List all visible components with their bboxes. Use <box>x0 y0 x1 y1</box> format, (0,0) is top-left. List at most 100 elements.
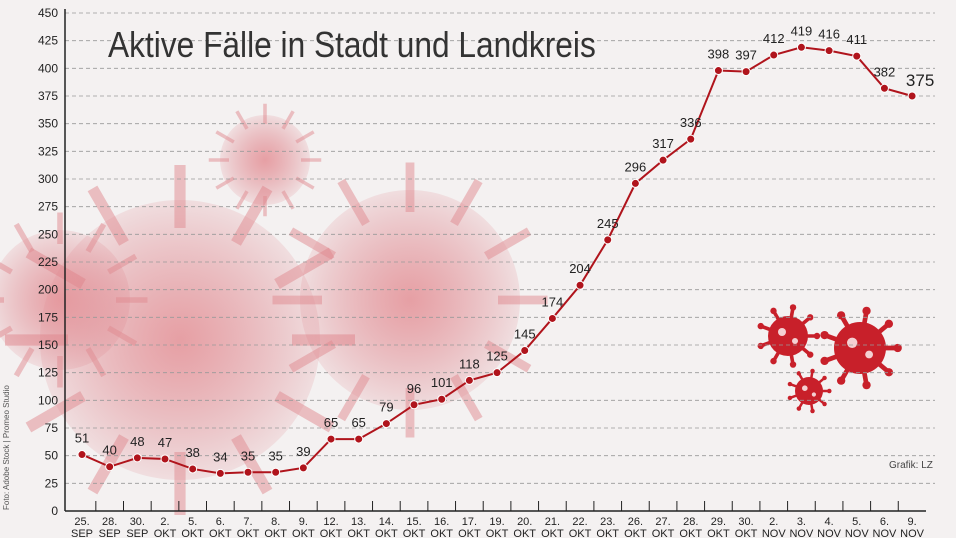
data-label: 397 <box>735 48 757 63</box>
x-tick-label: 9. OKT <box>292 516 315 538</box>
data-point <box>464 375 474 385</box>
y-tick-label: 275 <box>38 200 58 214</box>
data-label: 375 <box>906 71 934 90</box>
data-point <box>796 42 806 52</box>
virus-decoration-icon <box>272 162 548 438</box>
x-tick-label: 12. OKT <box>320 516 343 538</box>
x-tick-label: 13. OKT <box>347 516 370 538</box>
data-point <box>769 50 779 60</box>
x-tick-label: 3. NOV <box>789 516 814 538</box>
x-tick-label: 29. OKT <box>707 516 730 538</box>
y-tick-label: 100 <box>38 393 58 407</box>
data-point <box>271 467 281 477</box>
data-label: 48 <box>130 434 144 449</box>
data-point <box>630 178 640 188</box>
y-tick-label: 25 <box>45 476 59 490</box>
data-point <box>188 464 198 474</box>
data-label: 79 <box>379 400 393 415</box>
data-label: 419 <box>791 23 813 38</box>
data-label: 382 <box>874 64 896 79</box>
data-point <box>409 400 419 410</box>
data-label: 47 <box>158 435 172 450</box>
data-label: 245 <box>597 216 619 231</box>
data-point <box>105 462 115 472</box>
data-label: 65 <box>351 415 365 430</box>
virus-icon <box>787 368 832 414</box>
data-point <box>326 434 336 444</box>
data-label: 145 <box>514 327 536 342</box>
x-tick-label: 15. OKT <box>403 516 426 538</box>
data-label: 118 <box>459 356 480 371</box>
y-tick-label: 175 <box>38 310 58 324</box>
x-tick-label: 23. OKT <box>596 516 619 538</box>
data-label: 296 <box>625 159 647 174</box>
x-tick-label: 6. NOV <box>873 516 898 538</box>
y-tick-label: 325 <box>38 144 58 158</box>
data-point <box>575 280 585 290</box>
data-point <box>215 468 225 478</box>
data-point <box>879 83 889 93</box>
data-point <box>243 467 253 477</box>
data-label: 101 <box>431 375 453 390</box>
data-label: 317 <box>652 136 674 151</box>
data-point <box>381 419 391 429</box>
data-point <box>852 51 862 61</box>
data-point <box>437 394 447 404</box>
x-tick-label: 19. OKT <box>486 516 509 538</box>
x-tick-label: 14. OKT <box>375 516 398 538</box>
x-tick-label: 7. OKT <box>237 516 260 538</box>
y-tick-label: 75 <box>45 421 59 435</box>
data-point <box>713 66 723 76</box>
x-tick-label: 5. NOV <box>845 516 870 538</box>
x-tick-label: 28. OKT <box>679 516 702 538</box>
y-tick-label: 200 <box>38 283 58 297</box>
y-tick-label: 225 <box>38 255 58 269</box>
data-label: 96 <box>407 381 421 396</box>
data-label: 204 <box>569 261 591 276</box>
x-tick-label: 4. NOV <box>817 516 842 538</box>
x-tick-label: 9. NOV <box>900 516 925 538</box>
y-tick-label: 150 <box>38 338 58 352</box>
data-label: 174 <box>542 294 564 309</box>
x-tick-label: 28. SEP <box>99 516 121 538</box>
y-tick-label: 425 <box>38 34 58 48</box>
y-tick-label: 125 <box>38 366 58 380</box>
x-tick-label: 17. OKT <box>458 516 481 538</box>
x-tick-label: 30. SEP <box>126 516 148 538</box>
data-label: 65 <box>324 415 338 430</box>
data-label: 398 <box>708 47 730 62</box>
x-tick-label: 2. OKT <box>154 516 177 538</box>
data-label: 34 <box>213 449 227 464</box>
x-tick-label: 27. OKT <box>652 516 675 538</box>
x-tick-label: 16. OKT <box>430 516 453 538</box>
x-tick-label: 26. OKT <box>624 516 647 538</box>
virus-icon <box>757 304 821 368</box>
data-point <box>132 453 142 463</box>
x-tick-label: 6. OKT <box>209 516 232 538</box>
x-tick-label: 8. OKT <box>264 516 287 538</box>
data-point <box>741 67 751 77</box>
data-label: 35 <box>268 448 282 463</box>
virus-decoration-icon <box>208 103 322 217</box>
data-point <box>686 134 696 144</box>
data-label: 336 <box>680 115 702 130</box>
data-label: 412 <box>763 31 785 46</box>
data-point <box>658 155 668 165</box>
data-label: 39 <box>296 444 310 459</box>
data-point <box>492 368 502 378</box>
photo-credit: Foto: Adobe Stock | Promeo Studio <box>2 385 11 510</box>
x-tick-label: 5. OKT <box>181 516 204 538</box>
data-label: 416 <box>818 27 840 42</box>
data-point <box>354 434 364 444</box>
data-point <box>520 346 530 356</box>
data-label: 40 <box>102 443 116 458</box>
x-tick-label: 2. NOV <box>762 516 787 538</box>
data-point <box>298 463 308 473</box>
data-label: 411 <box>846 32 867 47</box>
y-tick-label: 450 <box>38 6 58 20</box>
y-tick-label: 400 <box>38 61 58 75</box>
data-point <box>547 313 557 323</box>
data-label: 35 <box>241 448 255 463</box>
x-tick-label: 21. OKT <box>541 516 564 538</box>
